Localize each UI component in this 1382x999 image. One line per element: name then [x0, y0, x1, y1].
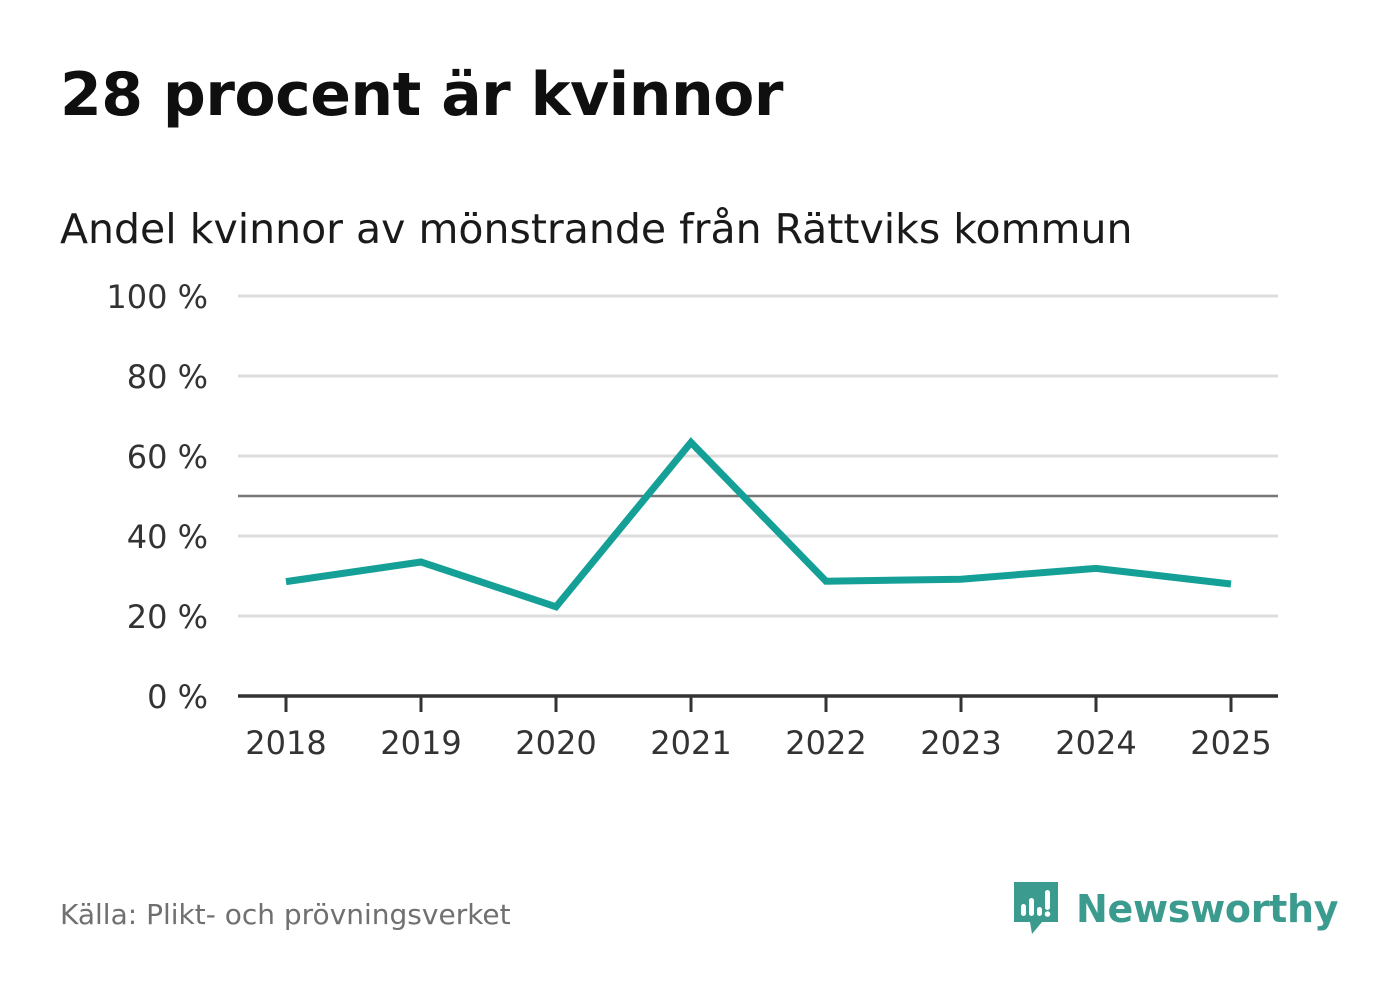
x-tick-label: 2020 — [515, 724, 596, 762]
y-tick-label: 100 % — [106, 278, 208, 316]
series-group — [285, 437, 1232, 611]
y-axis-labels: 0 % 20 % 40 % 60 % 80 % 100 % — [106, 278, 208, 716]
x-tick-label: 2022 — [785, 724, 866, 762]
chart-title: 28 procent är kvinnor — [60, 60, 783, 130]
brand-logo: Newsworthy — [1010, 878, 1339, 940]
y-tick-label: 20 % — [127, 598, 208, 636]
newsworthy-logo-icon — [1014, 882, 1058, 934]
x-tick-label: 2018 — [245, 724, 326, 762]
y-tick-label: 80 % — [127, 358, 208, 396]
gridlines — [238, 294, 1278, 618]
series-line — [285, 437, 1232, 611]
chart-subtitle: Andel kvinnor av mönstrande från Rättvik… — [60, 205, 1133, 253]
y-tick-label: 60 % — [127, 438, 208, 476]
x-tick-label: 2021 — [650, 724, 731, 762]
x-axis: 2018 2019 2020 2021 2022 2023 2024 2025 — [238, 694, 1278, 762]
source-note: Källa: Plikt- och prövningsverket — [60, 898, 511, 931]
x-tick-label: 2025 — [1190, 724, 1271, 762]
x-tick-label: 2023 — [920, 724, 1001, 762]
brand-name: Newsworthy — [1076, 887, 1339, 931]
x-tick-label: 2019 — [380, 724, 461, 762]
y-tick-label: 0 % — [147, 678, 208, 716]
y-tick-label: 40 % — [127, 518, 208, 556]
x-tick-label: 2024 — [1055, 724, 1136, 762]
